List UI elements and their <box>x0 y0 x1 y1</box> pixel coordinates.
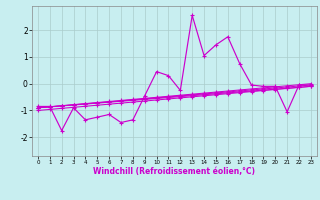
X-axis label: Windchill (Refroidissement éolien,°C): Windchill (Refroidissement éolien,°C) <box>93 167 255 176</box>
